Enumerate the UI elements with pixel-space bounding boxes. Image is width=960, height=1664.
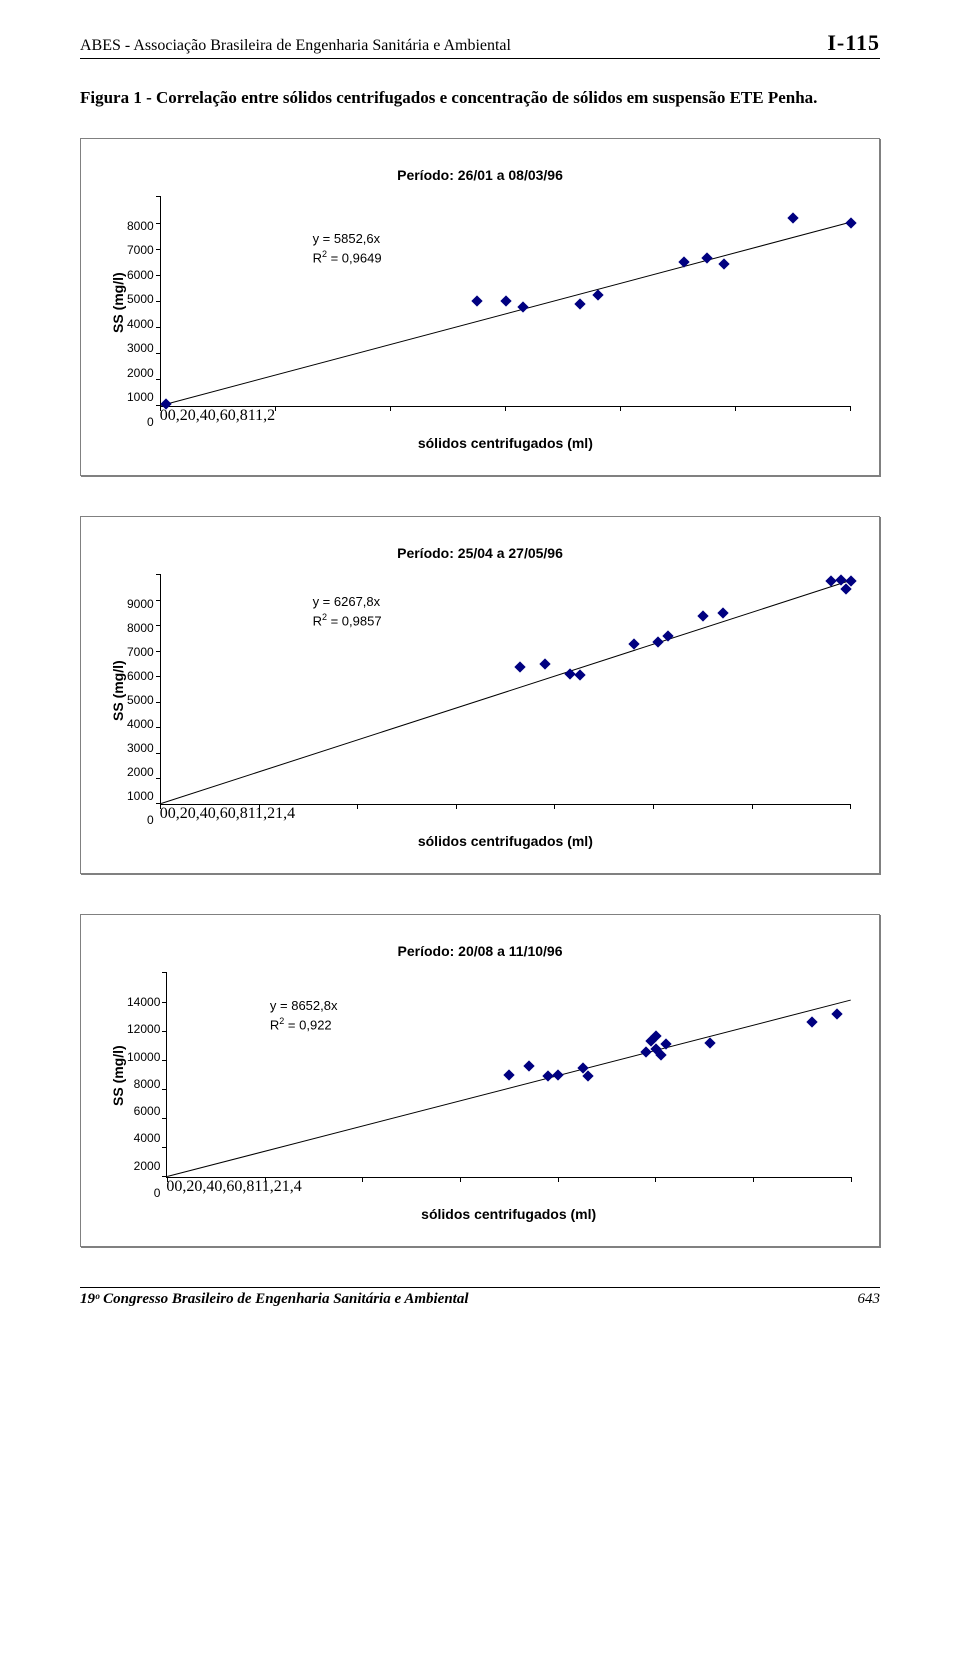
data-point (504, 1069, 515, 1080)
data-point (539, 658, 550, 669)
data-point (788, 212, 799, 223)
page-footer: 19ᵒ Congresso Brasileiro de Engenharia S… (80, 1287, 880, 1308)
y-axis-label: SS (mg/l) (110, 1088, 126, 1106)
chart-frame: Período: 26/01 a 08/03/96 SS (mg/l)800070… (80, 138, 880, 476)
chart-title: Período: 25/04 a 27/05/96 (109, 545, 851, 561)
y-axis-label: SS (mg/l) (110, 703, 126, 721)
figure-caption: Figura 1 - Correlação entre sólidos cent… (80, 87, 880, 110)
regression-equation: y = 8652,8xR2 = 0,922 (270, 997, 338, 1033)
header-org: ABES - Associação Brasileira de Engenhar… (80, 37, 511, 55)
y-ticks: 9000800070006000500040003000200010000 (127, 597, 160, 827)
data-point (575, 298, 586, 309)
x-ticks: 00,20,40,60,811,2 (160, 407, 851, 421)
data-point (717, 607, 728, 618)
header-code: I-115 (827, 30, 880, 56)
footer-congress: 19ᵒ Congresso Brasileiro de Engenharia S… (80, 1291, 469, 1308)
data-point (701, 253, 712, 264)
x-axis-label: sólidos centrifugados (ml) (160, 833, 851, 849)
data-point (543, 1071, 554, 1082)
x-ticks: 00,20,40,60,811,21,4 (160, 805, 851, 819)
chart-title: Período: 26/01 a 08/03/96 (109, 167, 851, 183)
x-axis-label: sólidos centrifugados (ml) (160, 435, 851, 451)
chart-frame: Período: 20/08 a 11/10/96 SS (mg/l)140001… (80, 914, 880, 1247)
page-header: ABES - Associação Brasileira de Engenhar… (80, 30, 880, 59)
x-ticks: 00,20,40,60,811,21,4 (166, 1178, 851, 1192)
data-point (515, 661, 526, 672)
plot-area: y = 5852,6xR2 = 0,9649 (160, 197, 851, 407)
data-point (831, 1008, 842, 1019)
regression-equation: y = 6267,8xR2 = 0,9857 (313, 593, 382, 629)
y-ticks: 800070006000500040003000200010000 (127, 219, 160, 429)
regression-equation: y = 5852,6xR2 = 0,9649 (313, 230, 382, 266)
y-ticks: 14000120001000080006000400020000 (127, 995, 166, 1200)
data-point (704, 1037, 715, 1048)
plot-area: y = 6267,8xR2 = 0,9857 (160, 575, 851, 805)
data-point (500, 296, 511, 307)
data-point (574, 670, 585, 681)
chart-frame: Período: 25/04 a 27/05/96 SS (mg/l)900080… (80, 516, 880, 874)
charts-container: Período: 26/01 a 08/03/96SS (mg/l)800070… (80, 138, 880, 1247)
data-point (807, 1017, 818, 1028)
trend-line (161, 221, 851, 405)
data-point (845, 217, 856, 228)
chart-title: Período: 20/08 a 11/10/96 (109, 943, 851, 959)
trend-line (161, 580, 851, 804)
data-point (553, 1069, 564, 1080)
x-axis-label: sólidos centrifugados (ml) (166, 1206, 851, 1222)
plot-area: y = 8652,8xR2 = 0,922 (166, 973, 851, 1178)
data-point (523, 1061, 534, 1072)
y-axis-label: SS (mg/l) (110, 315, 126, 333)
footer-page-number: 643 (858, 1291, 881, 1308)
data-point (697, 610, 708, 621)
data-point (471, 296, 482, 307)
data-point (719, 258, 730, 269)
data-point (653, 637, 664, 648)
